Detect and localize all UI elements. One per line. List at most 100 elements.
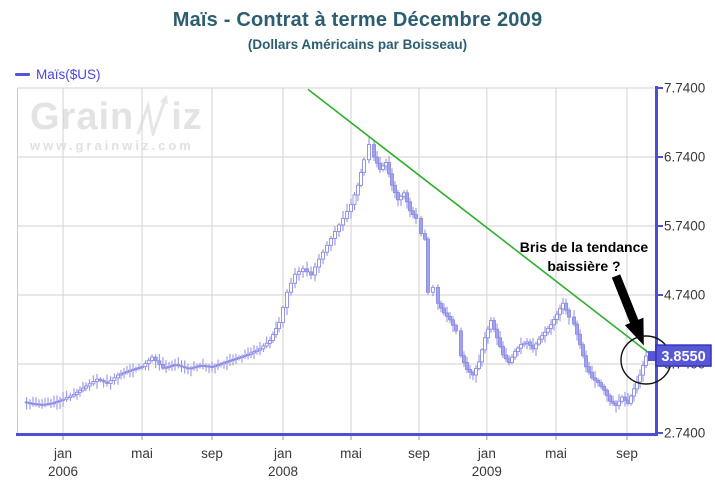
candle-body [161,364,165,369]
candle-body [98,378,103,382]
candle-body [170,365,174,368]
candle-body [498,337,502,347]
candle-body [555,313,559,320]
x-axis-label: sep [616,446,638,461]
candle-body [638,374,642,383]
candle-body [468,369,472,373]
annotation-arrow [611,274,644,346]
candle-body [237,356,241,359]
candle-body [112,377,117,382]
candle-body [297,271,301,275]
candle-body [75,391,79,395]
candle-body [540,335,544,340]
candle-body [301,268,305,272]
candle-body [24,401,29,404]
candle-body [587,366,591,373]
candle-body [122,372,126,375]
candle-body [277,322,281,330]
y-axis-label: 4.7400 [664,288,705,303]
candle-body [593,377,597,381]
legend-item-mais[interactable]: Maïs($US) [15,67,101,82]
candle-body [387,162,391,175]
candle-body [375,156,379,164]
candle-body [442,307,446,314]
candle-body [31,402,35,405]
x-axis-label: mai [545,446,567,461]
candle-body [157,360,162,365]
candle-body [58,399,62,402]
candle-body [608,395,612,402]
candle-body [426,238,430,293]
candle-body [543,331,547,337]
candle-body [489,320,493,330]
candle-body [408,201,412,212]
annotation-text: Bris de la tendance baissière ? [520,239,649,274]
candle-body [564,302,568,311]
candle-body [341,217,345,226]
candle-body [558,308,562,315]
x-axis-label: mai [131,446,153,461]
candle-body [436,286,440,304]
candle-body [116,374,120,379]
candle-body [140,366,144,369]
candle-body [510,356,514,364]
candle-body [465,362,469,370]
candle-body [264,342,269,347]
candlestick-series [24,137,648,413]
candle-body [534,343,538,350]
x-axis-labels: jan 2006 mai sep jan 2008 mai sep jan 2009 mai sep [48,446,638,479]
candle-body [61,398,65,401]
candle-body [234,358,238,360]
candle-body [68,395,73,399]
candle-body [537,338,541,345]
candle-body [448,315,452,321]
candle-body [495,328,499,339]
candle-body [605,389,609,397]
candle-body [231,359,235,362]
candle-body [285,291,289,308]
y-axis-label: 2.7400 [664,426,705,441]
candle-body [325,244,329,253]
candle-body [313,266,317,276]
last-price-flag: 3.8550 [648,344,712,367]
candle-body [345,211,349,219]
candle-body [146,359,151,364]
candle-body [333,231,337,239]
candle-body [305,268,309,273]
candle-body [153,356,158,362]
candle-body [321,251,325,260]
x-axis-year-label: 2008 [268,464,298,479]
candle-body [381,165,385,170]
y-axis-label: 6.7400 [664,150,705,165]
candle-body [367,144,371,161]
candle-body [516,347,520,353]
candle-body [423,233,427,240]
candle-body [317,258,321,268]
candle-body [219,363,223,366]
candle-body [359,172,363,186]
candle-body [501,345,505,356]
candle-body [228,360,232,363]
candle-body [150,356,154,361]
candle-body [337,224,341,232]
candle-body [356,184,360,196]
candle-body [584,355,588,368]
candle-body [486,328,490,339]
candle-body [454,324,458,332]
candle-body [252,351,256,354]
candle-body [222,362,226,365]
candle-body [268,340,272,344]
gridlines [17,87,655,433]
candle-body [462,355,466,364]
candle-body [243,354,247,357]
candle-body [599,382,603,387]
candle-body [293,273,297,284]
x-axis-label: jan [477,446,496,461]
candle-body [329,237,333,246]
candle-body [393,184,397,193]
candle-body [72,393,76,397]
candle-body [419,217,423,235]
candle-body [134,368,138,370]
candle-body [480,349,484,363]
